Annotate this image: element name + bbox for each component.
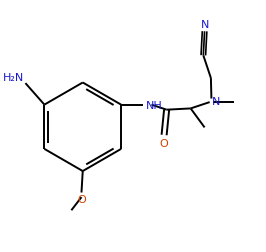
Text: N: N	[200, 20, 209, 30]
Text: H₂N: H₂N	[3, 73, 24, 83]
Text: N: N	[211, 97, 220, 107]
Text: NH: NH	[146, 100, 163, 110]
Text: O: O	[77, 194, 86, 204]
Text: O: O	[160, 138, 168, 148]
